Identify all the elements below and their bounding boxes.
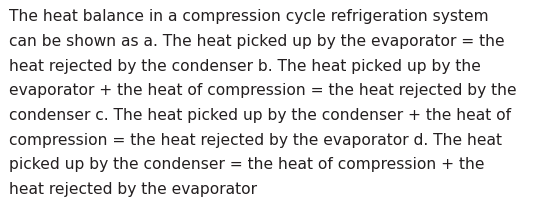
- Text: can be shown as a. The heat picked up by the evaporator = the: can be shown as a. The heat picked up by…: [9, 34, 504, 49]
- Text: compression = the heat rejected by the evaporator d. The heat: compression = the heat rejected by the e…: [9, 133, 502, 148]
- Text: heat rejected by the evaporator: heat rejected by the evaporator: [9, 182, 257, 197]
- Text: The heat balance in a compression cycle refrigeration system: The heat balance in a compression cycle …: [9, 9, 489, 24]
- Text: evaporator + the heat of compression = the heat rejected by the: evaporator + the heat of compression = t…: [9, 83, 517, 98]
- Text: picked up by the condenser = the heat of compression + the: picked up by the condenser = the heat of…: [9, 157, 484, 172]
- Text: heat rejected by the condenser b. The heat picked up by the: heat rejected by the condenser b. The he…: [9, 59, 481, 74]
- Text: condenser c. The heat picked up by the condenser + the heat of: condenser c. The heat picked up by the c…: [9, 108, 511, 123]
